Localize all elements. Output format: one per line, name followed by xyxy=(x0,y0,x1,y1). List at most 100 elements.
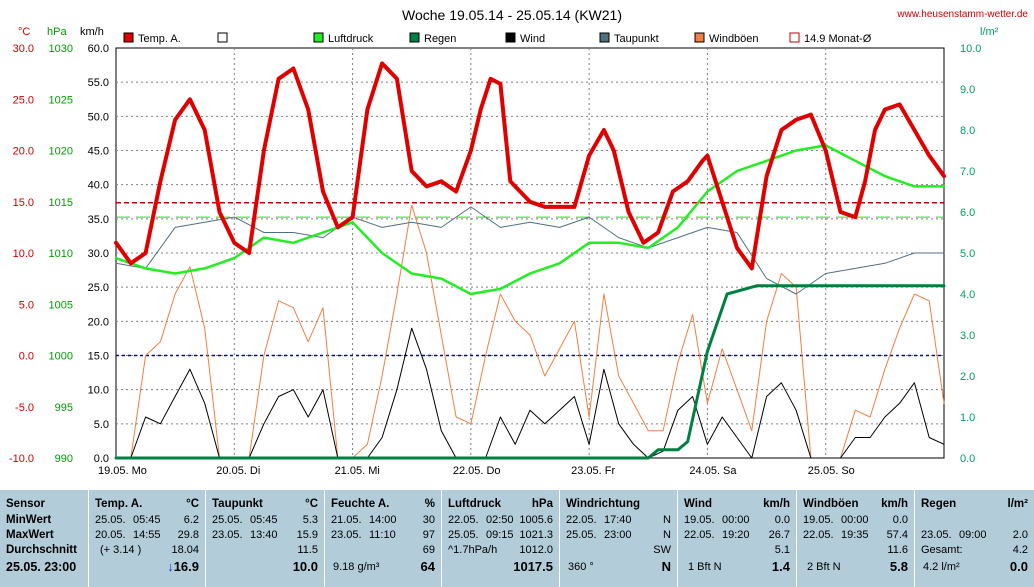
speed-tick-label: 0.0 xyxy=(94,453,109,465)
series-line-wind xyxy=(115,327,945,459)
legend-swatch xyxy=(694,32,705,43)
winddir-avg-value: SW xyxy=(653,544,671,556)
speed-tick-label: 25.0 xyxy=(88,282,109,294)
pressure-tick-label: 1025 xyxy=(49,94,73,106)
dewpoint-max-date: 23.05. xyxy=(212,529,243,541)
dewpoint-min-time: 05:45 xyxy=(250,514,278,526)
wind-unit: km/h xyxy=(763,498,790,510)
kmh-unit-label: km/h xyxy=(80,26,104,38)
gust-avg-value: 11.6 xyxy=(887,544,908,556)
humidity-min-value: 30 xyxy=(422,514,435,526)
rain-max-time: 09:00 xyxy=(959,529,987,541)
temp-tick-label: 5.0 xyxy=(19,299,34,311)
humidity-column: Feuchte A.% 21.05. 14:00 30 23.05. 11:10 97 … xyxy=(325,493,441,585)
humidity-header: Feuchte A. xyxy=(331,498,390,510)
speed-tick-label: 10.0 xyxy=(88,385,109,397)
speed-tick-label: 5.0 xyxy=(94,419,109,431)
wind-max-value: 26.7 xyxy=(768,529,790,541)
x-axis-label: 23.05. Fr xyxy=(571,465,615,477)
temp-tick-label: 20.0 xyxy=(13,146,34,158)
speed-tick-label: 15.0 xyxy=(88,351,109,363)
temp-min-date: 25.05. xyxy=(95,514,126,526)
website-label: www.heusenstamm-wetter.de xyxy=(896,9,1028,20)
avg-label: Durchschnitt xyxy=(6,544,77,556)
gust-min-date: 19.05. xyxy=(803,514,834,526)
rain-tick-label: 5.0 xyxy=(960,248,975,260)
rain-current-value: 0.0 xyxy=(1009,559,1028,574)
humidity-max-time: 11:10 xyxy=(369,529,396,541)
column-divider xyxy=(88,490,89,587)
humidity-unit: % xyxy=(424,498,435,510)
pressure-unit: hPa xyxy=(531,498,553,510)
pressure-tick-label: 995 xyxy=(55,402,73,414)
x-axis-label: 24.05. Sa xyxy=(689,465,737,477)
rain-tick-label: 3.0 xyxy=(960,330,975,342)
temp-max-date: 20.05. xyxy=(95,529,126,541)
pressure-tick-label: 990 xyxy=(55,453,73,465)
pressure-tick-label: 1010 xyxy=(49,248,73,260)
dewpoint-max-time: 13:40 xyxy=(250,529,278,541)
sensor-header: Sensor xyxy=(6,498,45,510)
legend-label: Luftdruck xyxy=(328,33,374,45)
series-line-regen xyxy=(114,284,946,460)
winddir-min-value: N xyxy=(663,514,671,526)
humidity-avg-value: 69 xyxy=(422,544,435,556)
winddir-current-value: N xyxy=(661,559,671,574)
wind-min-value: 0.0 xyxy=(774,514,790,526)
dewpoint-column: Taupunkt °C 25.05. 05:45 5.3 23.05. 13:40 15.… xyxy=(206,493,324,585)
rain-total-value: 4.2 xyxy=(1012,544,1028,556)
x-axis-label: 21.05. Mi xyxy=(335,465,380,477)
pressure-tick-label: 1000 xyxy=(49,351,73,363)
wind-max-time: 19:20 xyxy=(722,529,750,541)
column-divider xyxy=(914,490,915,587)
gust-min-value: 0.0 xyxy=(892,514,908,526)
trend-down-icon: ↓ xyxy=(167,559,174,574)
speed-tick-label: 60.0 xyxy=(88,43,109,55)
legend-swatch xyxy=(789,32,800,43)
pressure-tick-label: 1005 xyxy=(49,299,73,311)
rain-tick-label: 4.0 xyxy=(960,289,975,301)
sensor-column: Sensor MinWert MaxWert Durchschnitt 25.0… xyxy=(0,493,88,585)
dewpoint-current-value: 10.0 xyxy=(292,559,318,574)
dewpoint-avg-value: 11.5 xyxy=(297,544,318,556)
rain-unit: l/m² xyxy=(1007,498,1028,510)
gust-current-value: 5.8 xyxy=(889,559,908,574)
pressure-min-date: 22.05. xyxy=(448,514,479,526)
temp-unit: °C xyxy=(186,498,199,510)
temp-min-time: 05:45 xyxy=(133,514,161,526)
legend-swatch xyxy=(599,32,610,43)
speed-tick-label: 45.0 xyxy=(88,146,109,158)
pressure-column: Luftdruck hPa 22.05. 02:50 1005.6 25.05. 09:… xyxy=(442,493,559,585)
rain-tick-label: 6.0 xyxy=(960,207,975,219)
speed-tick-label: 35.0 xyxy=(88,214,109,226)
min-label: MinWert xyxy=(6,514,52,526)
x-axis-label: 22.05. Do xyxy=(453,465,501,477)
rain-header: Regen xyxy=(921,498,957,510)
winddir-max-date: 25.05. xyxy=(566,529,597,541)
column-divider xyxy=(205,490,206,587)
legend-swatch xyxy=(123,32,134,43)
winddir-header: Windrichtung xyxy=(566,498,640,510)
legend-swatch xyxy=(505,32,516,43)
column-divider xyxy=(796,490,797,587)
wind-max-date: 22.05. xyxy=(684,529,715,541)
weather-chart: 30.0 25.0 20.0 15.0 10.0 5.0 0.0 -5.0 -10.0 1030 1… xyxy=(9,7,1029,477)
legend-swatch xyxy=(409,32,420,43)
x-axis-label: 19.05. Mo xyxy=(98,465,147,477)
temp-tick-label: -5.0 xyxy=(15,402,34,414)
celsius-unit-label: °C xyxy=(18,26,30,38)
winddir-min-date: 22.05. xyxy=(566,514,597,526)
rain-max-value: 2.0 xyxy=(1012,529,1028,541)
winddir-max-time: 23:00 xyxy=(604,529,632,541)
temp-tick-label: 0.0 xyxy=(19,351,34,363)
legend-swatch xyxy=(217,32,228,43)
legend-label: 14.9 Monat-Ø xyxy=(804,33,872,45)
pressure-max-value: 1021.3 xyxy=(519,529,553,541)
rain-tick-label: 0.0 xyxy=(960,453,975,465)
stats-panel: Sensor MinWert MaxWert Durchschnitt 25.0… xyxy=(0,490,1034,587)
pressure-min-time: 02:50 xyxy=(486,514,514,526)
dewpoint-min-date: 25.05. xyxy=(212,514,243,526)
current-time: 25.05. 23:00 xyxy=(6,560,77,574)
wind-column: Wind km/h 19.05. 00:00 0.0 22.05. 19:20 26.7 … xyxy=(678,493,796,585)
pressure-tick-label: 1015 xyxy=(49,197,73,209)
